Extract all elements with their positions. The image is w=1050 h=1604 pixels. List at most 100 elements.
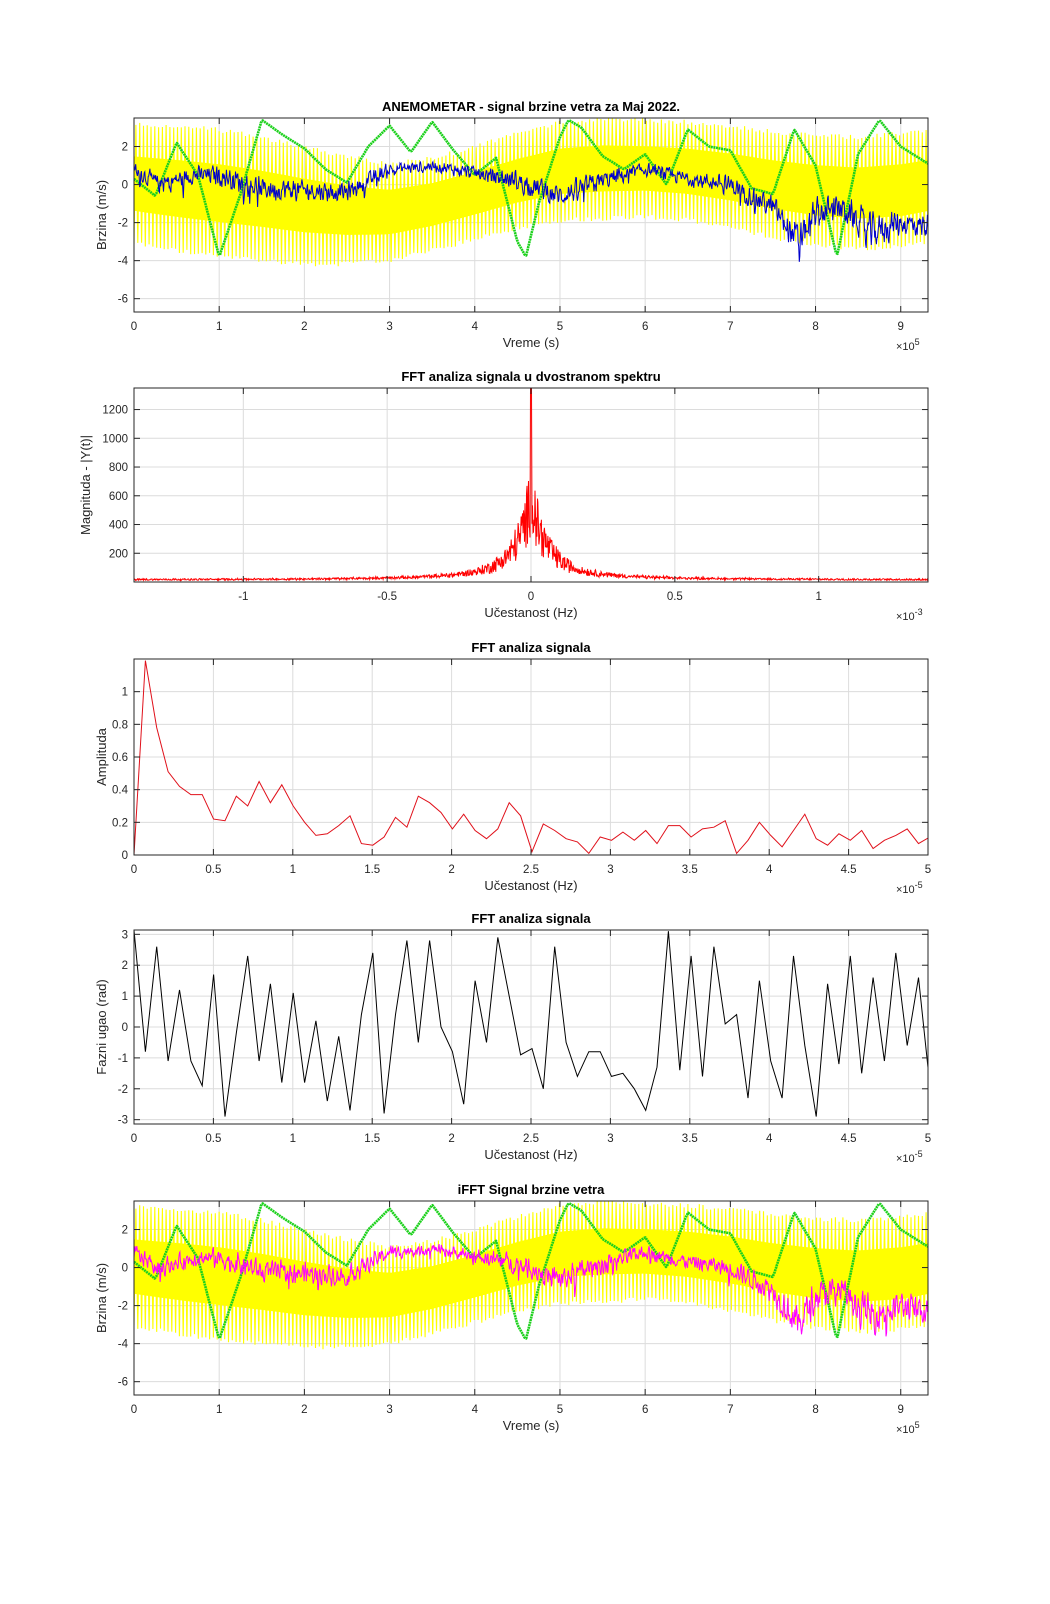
y-tick-label: 0.8: [112, 719, 128, 731]
x-tick-label: 8: [812, 321, 818, 333]
spectrum-line: [134, 388, 928, 582]
x-tick-label: -0.5: [377, 591, 397, 603]
chart-2: -1 -0.5 0 0.5 120040060080010001200×10-3FFT …: [78, 369, 929, 623]
y-tick-label: -6: [118, 294, 128, 306]
band-oscillation: [134, 118, 928, 267]
multiplier-base: ×10: [896, 884, 915, 896]
y-tick-label: 1: [122, 991, 128, 1003]
x-tick-label: 3.5: [682, 1133, 698, 1145]
multiplier-base: ×10: [896, 1153, 915, 1165]
x-tick-label: 2: [301, 1404, 307, 1416]
y-tick-label: 1200: [102, 405, 128, 417]
x-axis-label: Vreme (s): [503, 335, 560, 350]
x-tick-label: 5: [925, 864, 931, 876]
plot-series: [134, 930, 928, 1117]
x-multiplier-label: ×105: [896, 337, 920, 353]
x-tick-label: 7: [727, 1404, 733, 1416]
y-tick-label: 2: [122, 142, 128, 154]
x-tick-label: 2: [448, 1133, 454, 1145]
y-tick-label: -2: [118, 218, 128, 230]
x-multiplier-label: ×10-3: [896, 607, 923, 623]
x-multiplier-label: ×105: [896, 1420, 920, 1436]
x-tick-label: 1.5: [364, 864, 380, 876]
x-tick-label: 0: [131, 1404, 137, 1416]
x-multiplier-label: ×10-5: [896, 880, 923, 896]
x-tick-label: 3.5: [682, 864, 698, 876]
x-tick-label: 4: [472, 1404, 479, 1416]
plot-series: [134, 1201, 928, 1350]
x-tick-label: 2.5: [523, 1133, 539, 1145]
ticks: [133, 1201, 928, 1395]
x-axis-label: Vreme (s): [503, 1418, 560, 1433]
y-tick-label: 0: [122, 180, 128, 192]
y-tick-label: -3: [118, 1115, 128, 1127]
ticks: [133, 118, 928, 312]
axes-box: [133, 1200, 929, 1396]
x-tick-label: 6: [642, 321, 648, 333]
series-line: [134, 660, 928, 855]
y-tick-label: 200: [109, 548, 128, 560]
y-tick-label: -2: [118, 1301, 128, 1313]
y-tick-label: -4: [118, 1339, 129, 1351]
signal-line: [134, 1244, 928, 1337]
multiplier-exponent: 5: [915, 337, 920, 347]
x-tick-label: 1.5: [364, 1133, 380, 1145]
plot-series: [134, 118, 928, 267]
x-axis-label: Učestanost (Hz): [484, 605, 577, 620]
multiplier-exponent: 5: [915, 1420, 920, 1430]
y-axis-label: Amplituda: [94, 727, 109, 786]
ticks: [133, 659, 929, 856]
x-tick-label: 5: [925, 1133, 931, 1145]
y-tick-label: 0.6: [112, 752, 128, 764]
y-tick-label: 2: [122, 960, 128, 972]
multiplier-exponent: -3: [915, 607, 923, 617]
x-tick-label: 1: [290, 864, 296, 876]
x-tick-label: 8: [812, 1404, 818, 1416]
chart-title: FFT analiza signala: [471, 911, 591, 926]
envelope-line: [134, 1202, 928, 1340]
x-tick-label: 1: [290, 1133, 296, 1145]
x-tick-label: 2.5: [523, 864, 539, 876]
multiplier-base: ×10: [896, 341, 915, 353]
y-tick-label: 400: [109, 520, 128, 532]
y-tick-label: 0.2: [112, 817, 128, 829]
x-tick-label: 5: [557, 1404, 563, 1416]
multiplier-exponent: -5: [915, 880, 923, 890]
multiplier-base: ×10: [896, 611, 915, 623]
x-tick-label: 4.5: [841, 1133, 857, 1145]
x-tick-label: 3: [607, 864, 613, 876]
chart-4: 0 0.5 1 1.5 2 2.5 3 3.5 4 4.5 5 -3 -2 -1 0 1 2 3 ×10-5 FFT …: [94, 911, 931, 1165]
x-tick-label: 1: [216, 321, 222, 333]
x-tick-label: 1: [815, 591, 821, 603]
signal-line: [134, 160, 928, 262]
y-axis-label: Magnituda - |Y(t)|: [78, 435, 93, 535]
y-tick-label: 1000: [102, 433, 128, 445]
x-tick-label: 1: [216, 1404, 222, 1416]
x-tick-label: 6: [642, 1404, 648, 1416]
x-tick-label: 0: [528, 591, 534, 603]
x-tick-label: 3: [607, 1133, 613, 1145]
x-tick-label: 0: [131, 864, 137, 876]
band-oscillation: [134, 1201, 928, 1350]
y-axis-label: Brzina (m/s): [94, 1263, 109, 1333]
y-tick-label: 3: [122, 929, 128, 941]
x-tick-label: 0: [131, 1133, 137, 1145]
x-tick-label: -1: [238, 591, 248, 603]
x-tick-label: 2: [448, 864, 454, 876]
chart-3: 0 0.5 1 1.5 2 2.5 3 3.5 4 4.5 5 0 0.2 0.4 0.6 0.8 1 ×10-5…: [94, 640, 931, 896]
x-tick-label: 4: [766, 1133, 773, 1145]
x-tick-label: 2: [301, 321, 307, 333]
y-tick-label: -2: [118, 1084, 128, 1096]
x-tick-label: 3: [386, 1404, 392, 1416]
chart-title: ANEMOMETAR - signal brzine vetra za Maj …: [382, 99, 680, 114]
axes-box: [133, 117, 929, 313]
envelope-line: [134, 119, 928, 257]
y-tick-label: 0: [122, 1022, 128, 1034]
y-tick-label: 800: [109, 462, 128, 474]
y-tick-label: 2: [122, 1225, 128, 1237]
plot-series: [134, 660, 928, 855]
series-line: [134, 930, 928, 1117]
